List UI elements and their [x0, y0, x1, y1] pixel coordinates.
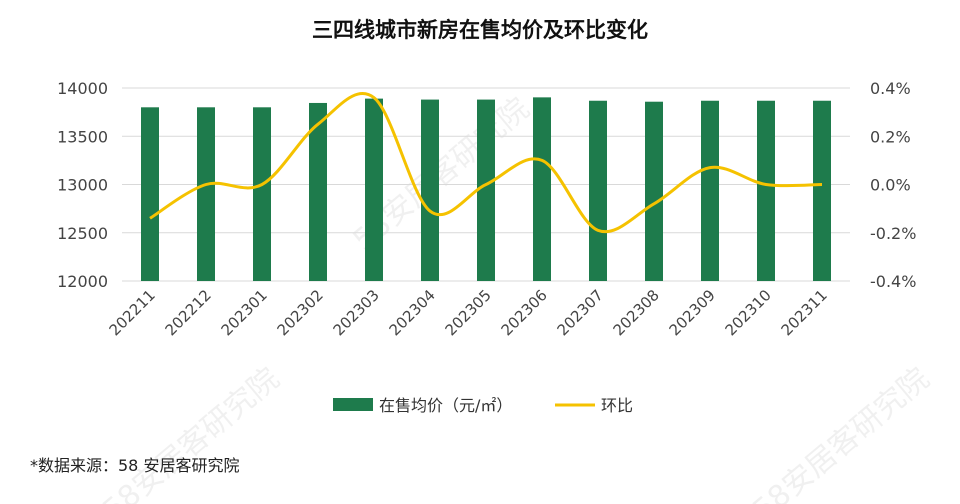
bar	[421, 99, 439, 281]
x-tick-label: 202212	[162, 286, 215, 339]
chart-title: 三四线城市新房在售均价及环比变化	[312, 18, 648, 42]
x-tick-label: 202310	[722, 286, 775, 339]
left-tick-label: 14000	[57, 79, 108, 98]
left-tick-label: 13500	[57, 127, 108, 146]
right-tick-label: -0.4%	[870, 272, 916, 291]
bar	[701, 100, 719, 281]
x-tick-label: 202307	[554, 286, 607, 339]
legend-line-label: 环比	[601, 396, 633, 415]
x-tick-label: 202308	[610, 286, 663, 339]
x-tick-label: 202305	[442, 286, 495, 339]
x-tick-label: 202309	[666, 286, 719, 339]
bar	[197, 107, 215, 281]
bar	[141, 107, 159, 281]
bar	[533, 97, 551, 281]
legend-bar-swatch	[333, 398, 373, 411]
bar	[253, 107, 271, 281]
x-tick-label: 202302	[274, 286, 327, 339]
right-tick-label: 0.0%	[870, 176, 911, 195]
x-tick-label: 202303	[330, 286, 383, 339]
x-tick-label: 202311	[778, 286, 831, 339]
left-tick-label: 12000	[57, 272, 108, 291]
x-tick-label: 202304	[386, 286, 439, 339]
right-tick-label: -0.2%	[870, 224, 916, 243]
legend-bar-label: 在售均价（元/㎡）	[379, 396, 512, 415]
bar	[365, 98, 383, 282]
left-tick-label: 13000	[57, 176, 108, 195]
bar	[309, 102, 327, 282]
right-tick-label: 0.4%	[870, 79, 911, 98]
x-tick-label: 202211	[106, 286, 159, 339]
bar	[589, 100, 607, 281]
bar	[757, 100, 775, 281]
x-tick-label: 202306	[498, 286, 551, 339]
bar	[813, 100, 831, 281]
source-note: *数据来源：58 安居客研究院	[30, 456, 240, 475]
right-tick-label: 0.2%	[870, 127, 911, 146]
left-tick-label: 12500	[57, 224, 108, 243]
bar	[645, 101, 663, 281]
x-tick-label: 202301	[218, 286, 271, 339]
bar	[477, 99, 495, 281]
